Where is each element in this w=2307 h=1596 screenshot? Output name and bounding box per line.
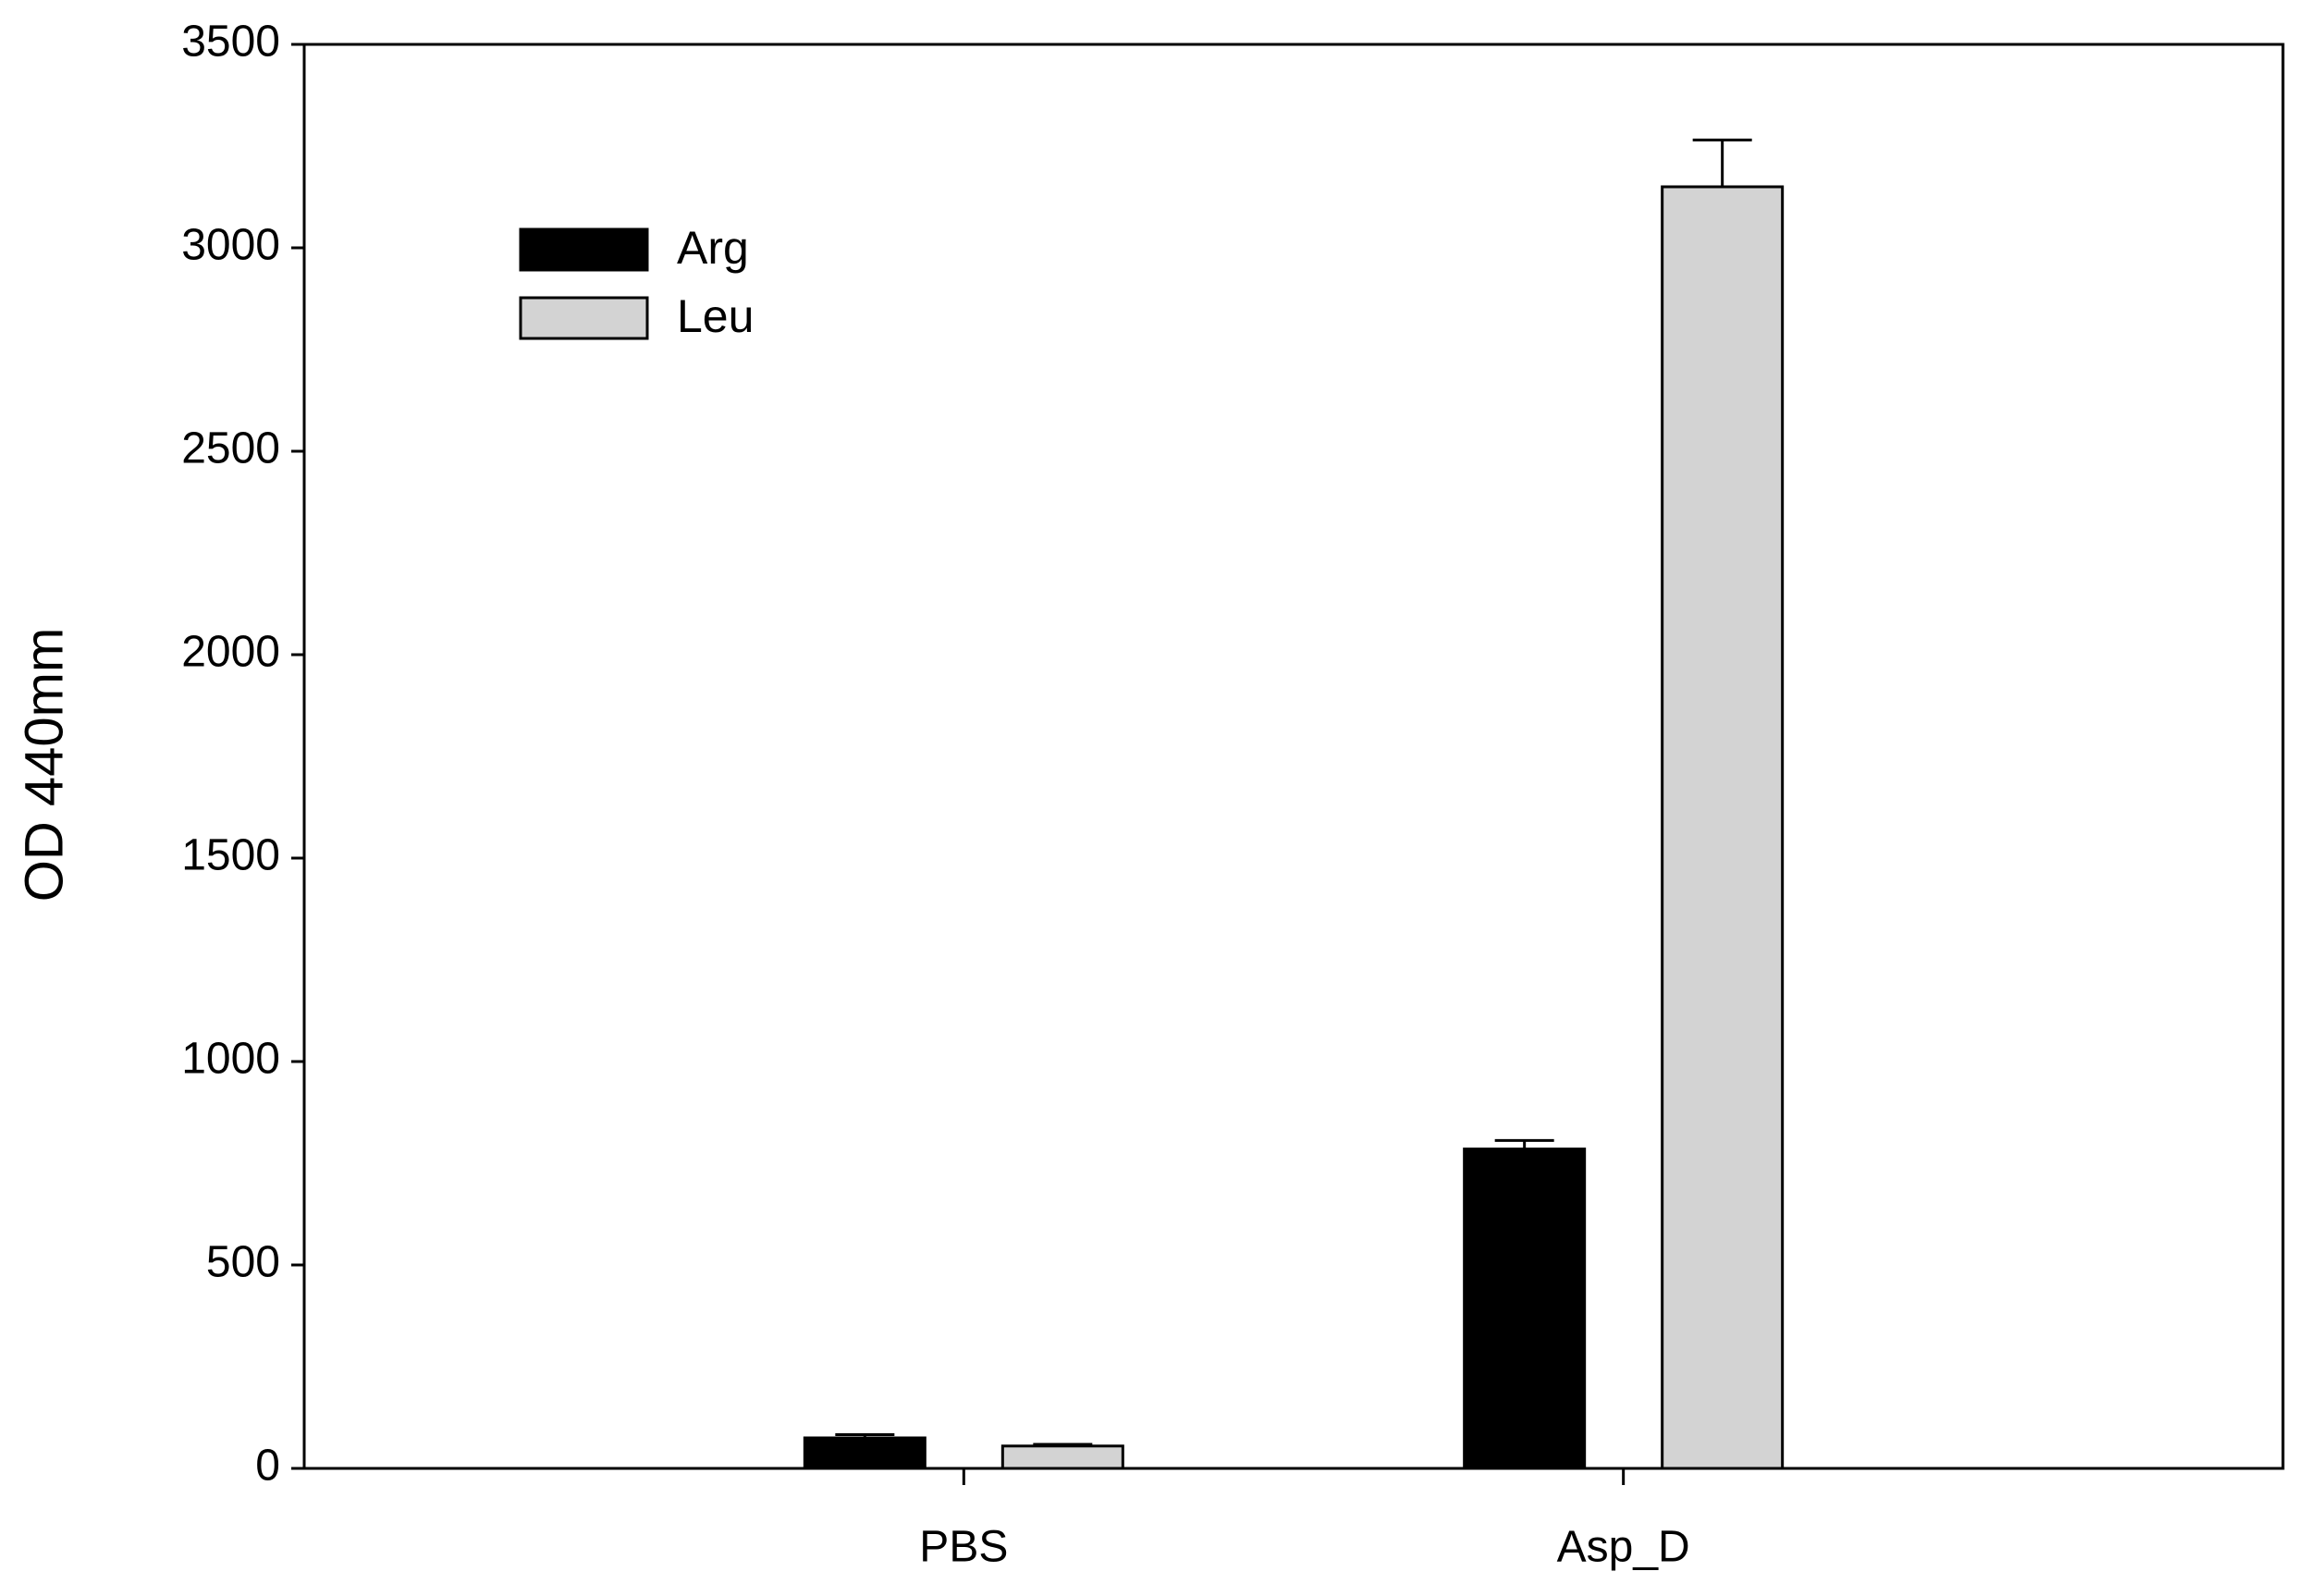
plot-frame (302, 43, 2285, 1470)
y-tick-label: 2500 (181, 424, 280, 473)
legend-swatch (519, 296, 649, 340)
y-tick-label: 3500 (181, 18, 280, 67)
y-axis-title: OD 440mm (14, 628, 74, 902)
bar (803, 1436, 926, 1470)
legend-swatch (519, 227, 649, 272)
bar (1463, 1148, 1587, 1470)
error-bar (1494, 1138, 1554, 1149)
y-tick-label: 1000 (181, 1035, 280, 1084)
legend-label: Leu (677, 290, 754, 342)
y-tick-label: 1500 (181, 831, 280, 880)
x-tick-label: PBS (919, 1523, 1008, 1572)
bar (1661, 185, 1785, 1470)
legend-label: Arg (677, 222, 749, 274)
y-tick-label: 3000 (181, 221, 280, 270)
y-tick-label: 0 (255, 1442, 280, 1491)
y-tick-label: 2000 (181, 628, 280, 677)
x-tick-label: Asp_D (1557, 1523, 1690, 1572)
y-tick-label: 500 (206, 1238, 280, 1287)
bar (1000, 1444, 1124, 1470)
error-bar (1692, 138, 1752, 187)
